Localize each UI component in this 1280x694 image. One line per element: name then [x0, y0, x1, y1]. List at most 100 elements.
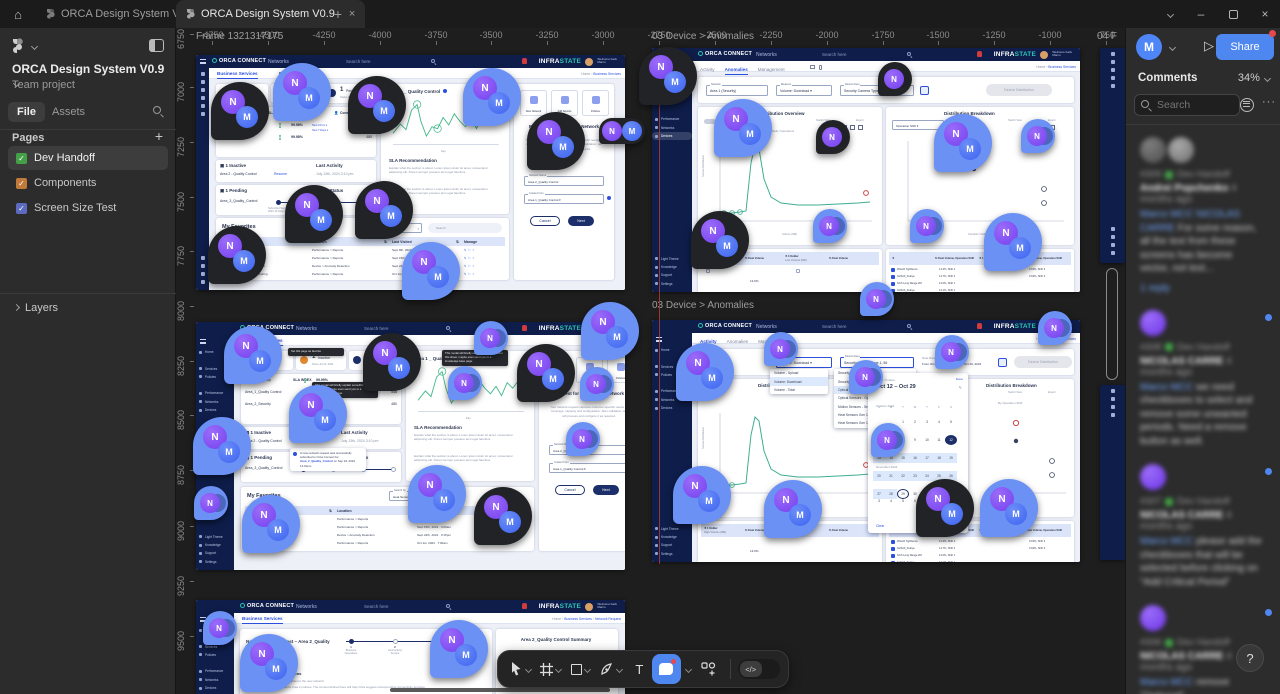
comment-pin[interactable]: N M	[240, 634, 298, 692]
comment-pin[interactable]: N	[764, 332, 798, 366]
reply-link[interactable]: 1 reply	[1140, 282, 1171, 294]
comment-pin[interactable]: N M	[224, 326, 282, 384]
comment-pin[interactable]: N	[878, 62, 912, 96]
sidebar-page-item[interactable]: ✓ Screen Size Test	[8, 196, 168, 220]
comment-pin[interactable]: N M	[408, 465, 466, 523]
comment-pin[interactable]: N M	[714, 99, 772, 157]
shape-tool[interactable]	[565, 654, 596, 684]
text-tool[interactable]: T	[635, 661, 644, 677]
comment-pin[interactable]: N M	[764, 480, 822, 538]
tab-file[interactable]: File	[8, 102, 45, 122]
frame-partial-bottom[interactable]	[1100, 385, 1125, 560]
window-minimize-icon[interactable]: –	[1197, 7, 1205, 21]
window-menu-chevron-icon[interactable]	[1154, 0, 1184, 28]
comment-pin[interactable]: N M	[517, 344, 575, 402]
frame-label[interactable]: 03 Device > Anomalies	[652, 31, 755, 42]
file-tab-inactive[interactable]: ORCA Design System V1.0	[36, 0, 205, 28]
comment-pin[interactable]: N	[813, 209, 847, 243]
filter-comments-icon[interactable]	[1240, 98, 1254, 112]
move-tool[interactable]	[506, 654, 535, 684]
design-canvas[interactable]: -4750 -4500 -4250 -4000 -3750 -3500 -3250 -3000…	[176, 28, 1125, 694]
toggle-sidebar-icon[interactable]	[149, 39, 164, 52]
comment-pin[interactable]: N	[849, 360, 883, 394]
close-tab-icon[interactable]: ×	[348, 8, 356, 20]
comment-pin[interactable]: N M	[639, 47, 697, 105]
more-options-icon[interactable]: ···	[1262, 96, 1276, 108]
comment-pin[interactable]: N	[474, 321, 508, 355]
comment-pin[interactable]: N M	[916, 479, 974, 537]
sidebar-page-item[interactable]: ✓ Dev Handoff	[8, 146, 168, 170]
add-page-icon[interactable]: +	[154, 128, 163, 144]
frame-partial-top[interactable]	[1100, 48, 1125, 263]
comment-pin[interactable]: N M	[193, 417, 251, 475]
comment-pin[interactable]: N M	[430, 620, 488, 678]
pen-tool-chevron-icon[interactable]	[616, 665, 624, 673]
move-tool-chevron-icon[interactable]	[525, 665, 533, 673]
sidebar-page-item[interactable]: ✓ Components	[8, 171, 168, 195]
comment-thread[interactable]: #308 Dev Handoff NICOLAS CARRE 4 months a…	[1126, 298, 1280, 453]
comment-pin[interactable]: N M	[289, 385, 347, 443]
current-user-avatar[interactable]: M	[1136, 34, 1162, 60]
comment-pin[interactable]: N M	[599, 118, 645, 144]
comment-pin[interactable]: N M	[691, 211, 749, 269]
comment-pin[interactable]: N M	[348, 76, 406, 134]
comments-search-input[interactable]	[1134, 94, 1240, 116]
horizontal-scrollbar[interactable]	[390, 688, 610, 692]
comment-pin[interactable]: N	[871, 423, 905, 457]
comment-pin[interactable]: N M	[402, 242, 460, 300]
comment-pin[interactable]: N M	[208, 226, 266, 284]
frame-label[interactable]: 03 Device > Anomalies	[652, 300, 755, 311]
comment-pin[interactable]: N	[580, 367, 614, 401]
comment-pin[interactable]: N M	[980, 479, 1038, 537]
comment-pin[interactable]: N M	[676, 343, 734, 401]
comment-pin[interactable]: N	[566, 422, 600, 456]
comment-pin[interactable]: N M	[527, 112, 585, 170]
comment-pin[interactable]: N M	[581, 302, 639, 360]
user-menu-chevron-icon[interactable]	[1168, 43, 1177, 52]
zoom-level[interactable]: 34%	[1238, 72, 1272, 84]
frame-tool[interactable]	[535, 654, 566, 684]
comment-pin[interactable]: N M	[242, 495, 300, 553]
window-restore-icon[interactable]	[1218, 0, 1248, 28]
comment-pin[interactable]: N M	[984, 213, 1042, 271]
file-tab-active[interactable]: ORCA Design System V0.9 ×	[176, 0, 366, 28]
layers-section-header[interactable]: Layers	[0, 293, 176, 321]
search-icon[interactable]	[153, 106, 161, 114]
comment-pin[interactable]: N	[194, 486, 228, 520]
home-icon[interactable]: ⌂	[14, 6, 22, 22]
tab-assets[interactable]: Assets	[52, 106, 86, 118]
window-close-icon[interactable]: ×	[1261, 7, 1269, 21]
file-name[interactable]: ORCA Design System V0.9	[12, 62, 172, 90]
comment-pin[interactable]: N M	[474, 487, 532, 545]
comment-thread[interactable]: #307 Dev Handoff NICOLAS CARRE 4 months a…	[1126, 452, 1280, 593]
comment-pin[interactable]: N	[860, 282, 894, 316]
comment-tool-active[interactable]	[651, 654, 681, 684]
comment-pin[interactable]: N M	[363, 333, 421, 391]
comment-pin[interactable]: N M	[273, 63, 331, 121]
frame-tool-chevron-icon[interactable]	[554, 665, 562, 673]
actions-tool[interactable]	[694, 654, 723, 684]
comment-pin[interactable]: N M	[934, 114, 992, 172]
comment-pin[interactable]: N	[1038, 311, 1072, 345]
share-button[interactable]: Share	[1216, 34, 1274, 60]
comment-pin[interactable]: N M	[285, 185, 343, 243]
comment-pin[interactable]: N M	[673, 466, 731, 524]
shape-tool-chevron-icon[interactable]	[584, 665, 592, 673]
pen-tool[interactable]	[596, 654, 627, 684]
comment-pin[interactable]: N	[935, 335, 969, 369]
comment-pin[interactable]: N	[910, 209, 944, 243]
comment-pin[interactable]: N M	[211, 82, 269, 140]
present-play-icon[interactable]: ▷	[1204, 38, 1214, 53]
comment-thread[interactable]: #306 Dev Handoff NICOLAS CARRE 4 months a…	[1126, 593, 1280, 694]
frame-label[interactable]: 04 F	[1097, 31, 1118, 42]
help-button[interactable]: ?	[1236, 644, 1264, 672]
comment-thread[interactable]: #309 Dev Handoff Andrei Popchenko 4 month…	[1126, 125, 1280, 298]
comment-pin[interactable]: N	[448, 366, 482, 400]
comment-pin[interactable]: N	[203, 611, 237, 645]
frame-label[interactable]: Frame 1321317175	[196, 31, 284, 42]
figma-main-menu-icon[interactable]	[10, 38, 24, 61]
comment-pin[interactable]: N	[816, 120, 850, 154]
comment-pin[interactable]: N M	[355, 181, 413, 239]
comment-pin[interactable]: N	[1021, 119, 1055, 153]
dev-mode-toggle[interactable]: </>	[737, 659, 781, 679]
